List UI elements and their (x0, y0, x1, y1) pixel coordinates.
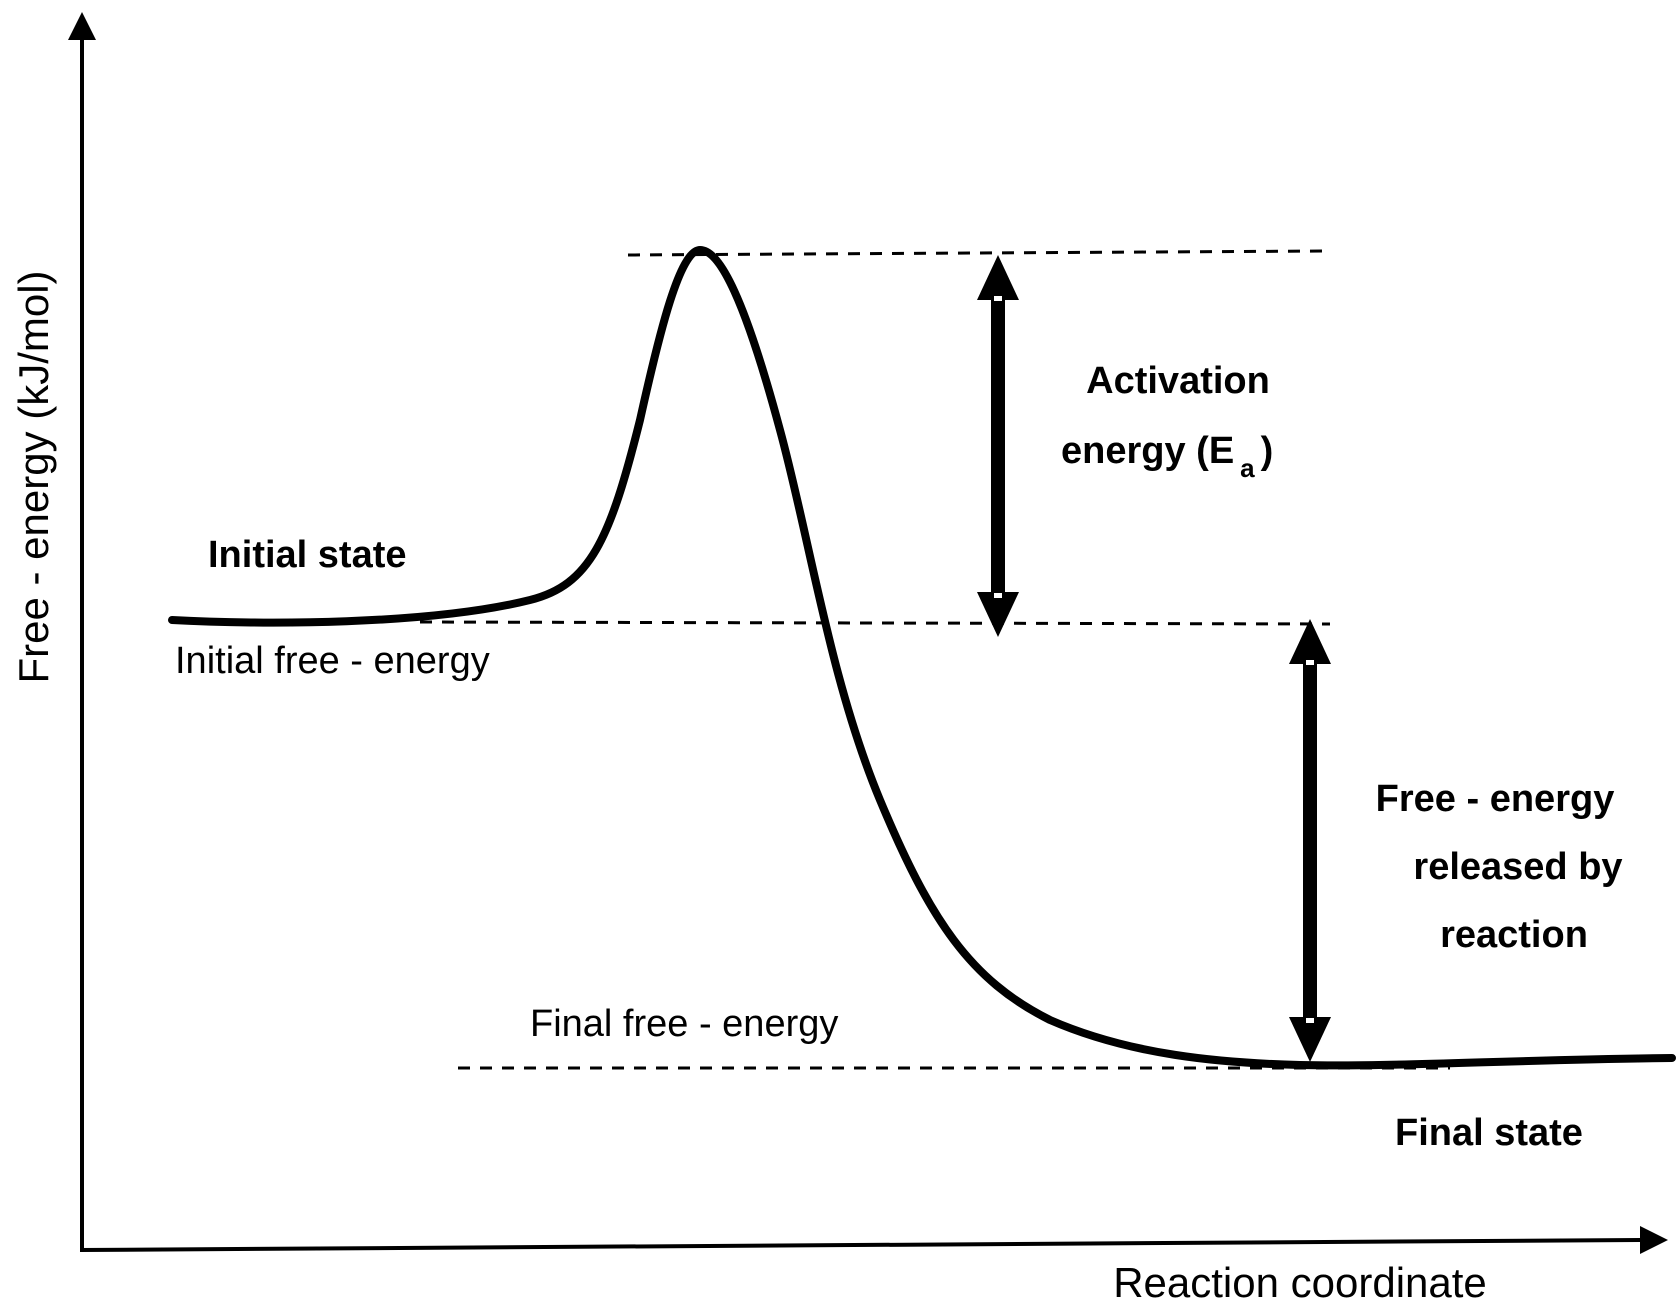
released-energy-label: Free - energy released by reaction (1376, 778, 1623, 956)
released-energy-line3: reaction (1440, 914, 1588, 956)
released-arrow-head-up (1289, 619, 1331, 664)
released-arrow-head-down (1289, 1017, 1331, 1062)
activation-arrow-shaft (991, 293, 1005, 599)
activation-energy-line2: energy (E a) (1061, 430, 1273, 483)
released-energy-line1: Free - energy (1376, 778, 1615, 820)
x-axis-label: Reaction coordinate (1113, 1259, 1487, 1304)
released-arrow-shaft (1303, 657, 1317, 1027)
x-axis-arrowhead (1640, 1226, 1668, 1254)
transition-state-level-line (627, 249, 1331, 257)
initial-state-label: Initial state (208, 534, 407, 576)
y-axis-arrowhead (68, 12, 96, 40)
activation-energy-arrow (977, 255, 1019, 637)
x-axis (79, 1238, 1641, 1252)
axes (68, 12, 1668, 1254)
initial-level-line (419, 620, 1331, 626)
activation-energy-label: Activation energy (E a) (1061, 360, 1273, 483)
reaction-energy-curve (168, 245, 1676, 1070)
final-free-energy-label: Final free - energy (530, 1003, 838, 1045)
activation-energy-line1: Activation (1086, 360, 1270, 402)
released-energy-arrow (1289, 619, 1331, 1062)
y-axis-label: Free - energy (kJ/mol) (10, 270, 57, 683)
reference-lines (419, 249, 1450, 1070)
initial-free-energy-label: Initial free - energy (175, 640, 490, 682)
activation-arrow-head-down (977, 592, 1019, 637)
activation-arrow-head-up (977, 255, 1019, 300)
released-energy-line2: released by (1413, 846, 1622, 888)
final-state-label: Final state (1395, 1112, 1583, 1154)
